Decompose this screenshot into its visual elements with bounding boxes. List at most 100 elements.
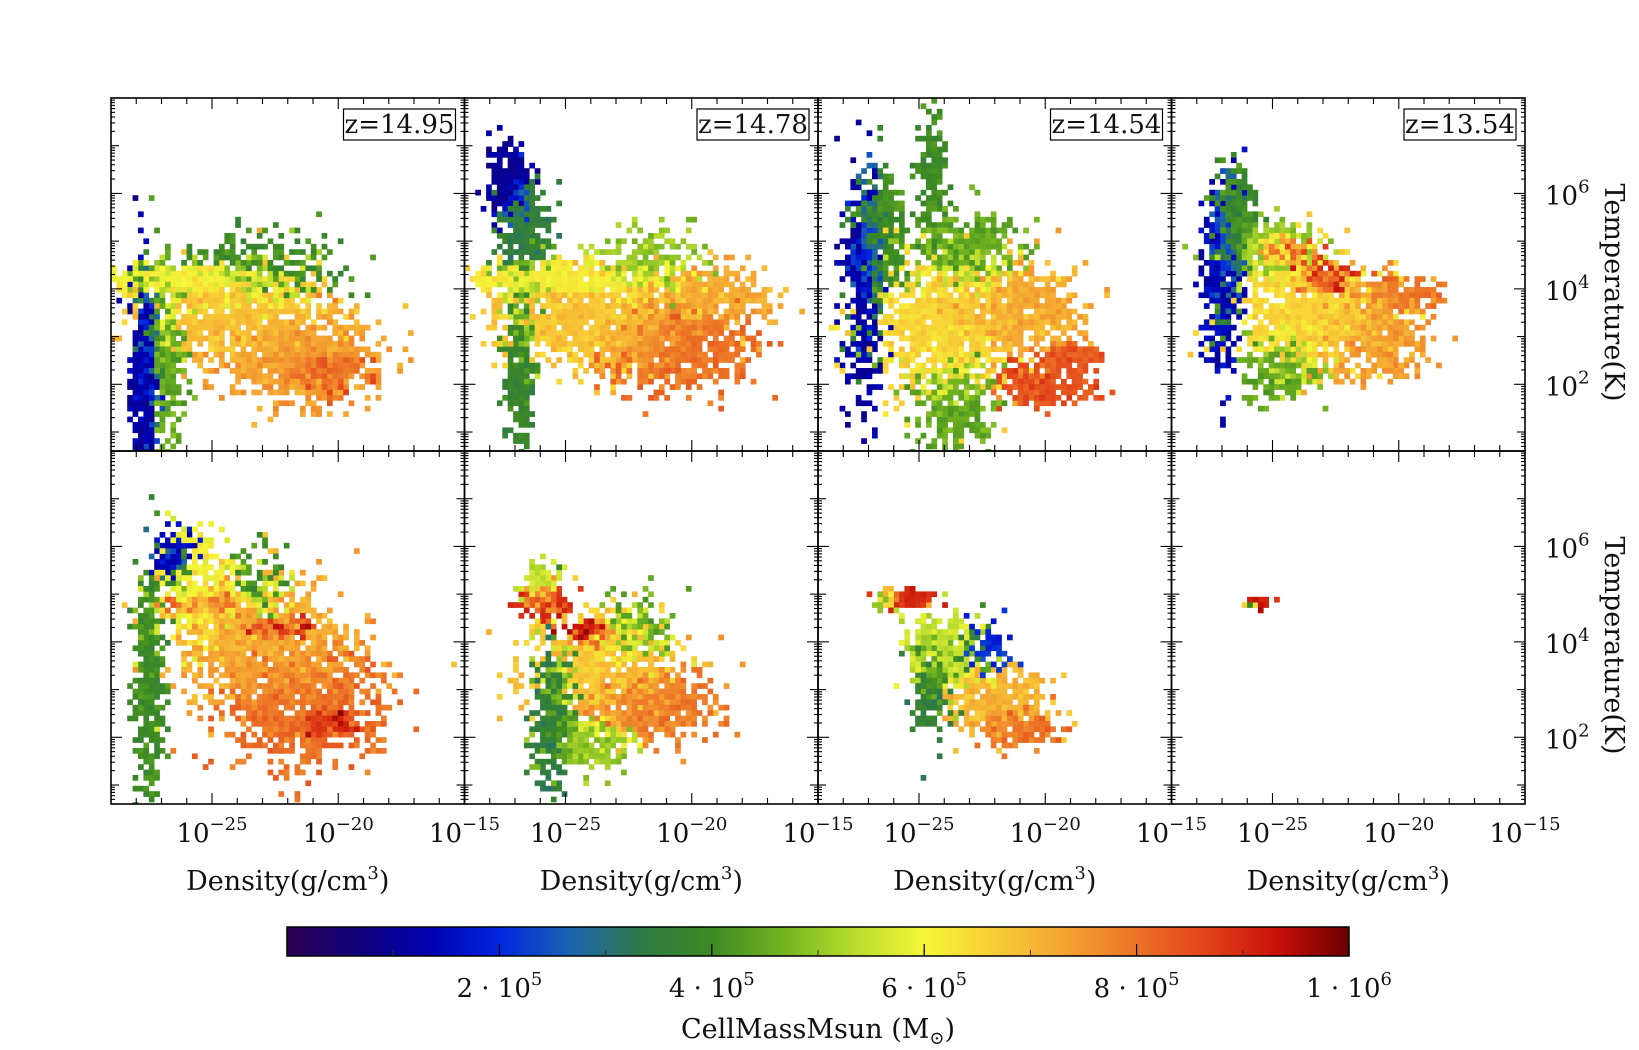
heatmap-cell	[1225, 319, 1232, 326]
heatmap-cell	[855, 211, 862, 218]
heatmap-cell	[572, 292, 579, 299]
heatmap-cell	[761, 303, 768, 309]
heatmap-cell	[974, 395, 981, 401]
heatmap-cell	[316, 362, 322, 369]
heatmap-cell	[159, 303, 166, 309]
heatmap-cell	[712, 292, 719, 299]
heatmap-cell	[1441, 297, 1448, 304]
heatmap-cell	[990, 389, 997, 396]
heatmap-cell	[963, 292, 970, 299]
heatmap-cell	[159, 416, 166, 423]
heatmap-cell	[1017, 400, 1024, 407]
heatmap-cell	[486, 281, 492, 288]
heatmap-cell	[1284, 297, 1291, 304]
heatmap-cell	[675, 351, 681, 358]
heatmap-cell	[1225, 287, 1232, 293]
heatmap-cell	[583, 303, 589, 309]
heatmap-cell	[926, 200, 932, 207]
heatmap-cell	[1392, 368, 1399, 374]
heatmap-cell	[942, 254, 948, 261]
heatmap-cell	[1311, 260, 1318, 266]
heatmap-cell	[653, 249, 660, 255]
heatmap-cell	[855, 119, 862, 126]
panel-ticks	[464, 97, 818, 452]
heatmap-cell	[866, 222, 873, 228]
heatmap-cell	[1209, 238, 1215, 245]
heatmap-cell	[491, 206, 498, 212]
heatmap-cell	[861, 265, 867, 272]
heatmap-cell	[872, 227, 878, 234]
heatmap-cell	[278, 341, 285, 347]
heatmap-cell	[148, 368, 155, 374]
heatmap-cell	[251, 362, 258, 369]
heatmap-cell	[305, 384, 312, 390]
heatmap-cell	[321, 384, 328, 390]
heatmap-cell	[507, 314, 514, 320]
heatmap-cell	[186, 526, 193, 533]
heatmap-cell	[899, 346, 905, 353]
heatmap-cell	[332, 362, 339, 369]
heatmap-cell	[496, 189, 503, 196]
heatmap-cell	[486, 195, 492, 201]
heatmap-cell	[963, 243, 970, 250]
heatmap-cell	[1247, 297, 1253, 304]
heatmap-cell	[513, 303, 519, 309]
heatmap-cell	[675, 346, 681, 353]
heatmap-cell	[777, 341, 784, 347]
heatmap-cell	[696, 335, 703, 342]
heatmap-cell	[953, 297, 959, 304]
heatmap-cell	[974, 281, 981, 288]
heatmap-cell	[332, 384, 339, 390]
heatmap-cell	[1252, 265, 1259, 272]
heatmap-cell	[685, 297, 692, 304]
heatmap-cell	[278, 249, 285, 255]
heatmap-cell	[219, 287, 225, 293]
heatmap-cell	[702, 324, 708, 331]
heatmap-cell	[256, 303, 263, 309]
heatmap-cell	[561, 308, 568, 315]
heatmap-cell	[861, 206, 867, 212]
heatmap-cell	[1214, 346, 1221, 353]
heatmap-cell	[990, 276, 997, 282]
heatmap-cell	[626, 330, 633, 336]
heatmap-cell	[850, 222, 857, 228]
heatmap-cell	[513, 314, 519, 320]
heatmap-cell	[1441, 281, 1448, 288]
heatmap-cell	[621, 319, 627, 326]
heatmap-cell	[229, 319, 236, 326]
heatmap-cell	[882, 179, 889, 185]
heatmap-cell	[1007, 260, 1013, 266]
heatmap-cell	[1295, 319, 1302, 326]
heatmap-cell	[138, 432, 144, 439]
heatmap-cell	[1403, 335, 1410, 342]
heatmap-cell	[572, 260, 579, 266]
heatmap-cell	[1252, 395, 1259, 401]
heatmap-cell	[300, 308, 306, 315]
heatmap-cell	[985, 368, 992, 374]
heatmap-cell	[1023, 265, 1029, 272]
heatmap-cell	[513, 351, 519, 358]
heatmap-cell	[1071, 292, 1078, 299]
heatmap-cell	[343, 330, 349, 336]
heatmap-cell	[1328, 270, 1334, 277]
heatmap-cell	[621, 378, 627, 385]
heatmap-cell	[132, 341, 139, 347]
heatmap-cell	[834, 260, 840, 266]
heatmap-cell	[1039, 314, 1046, 320]
heatmap-cell	[872, 287, 878, 293]
heatmap-cell	[1230, 184, 1237, 191]
heatmap-cell	[556, 346, 562, 353]
heatmap-cell	[1301, 324, 1307, 331]
heatmap-cell	[680, 281, 687, 288]
heatmap-cell	[132, 373, 139, 380]
heatmap-cell	[669, 260, 676, 266]
heatmap-cell	[926, 335, 932, 342]
heatmap-cell	[931, 276, 938, 282]
heatmap-cell	[1198, 249, 1205, 255]
heatmap-cell	[861, 179, 867, 185]
heatmap-cell	[327, 270, 333, 277]
heatmap-cell	[1284, 233, 1291, 239]
heatmap-cell	[588, 346, 595, 353]
heatmap-cell	[696, 292, 703, 299]
heatmap-cell	[1387, 362, 1394, 369]
